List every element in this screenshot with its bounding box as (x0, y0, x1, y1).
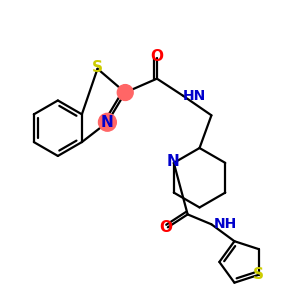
Text: HN: HN (183, 88, 206, 103)
Text: O: O (159, 220, 172, 235)
Text: N: N (101, 115, 114, 130)
Text: N: N (167, 154, 179, 169)
Circle shape (117, 85, 133, 101)
Text: S: S (92, 60, 103, 75)
Text: S: S (253, 267, 264, 282)
Circle shape (98, 113, 116, 131)
Text: NH: NH (213, 217, 237, 231)
Text: O: O (150, 50, 164, 64)
